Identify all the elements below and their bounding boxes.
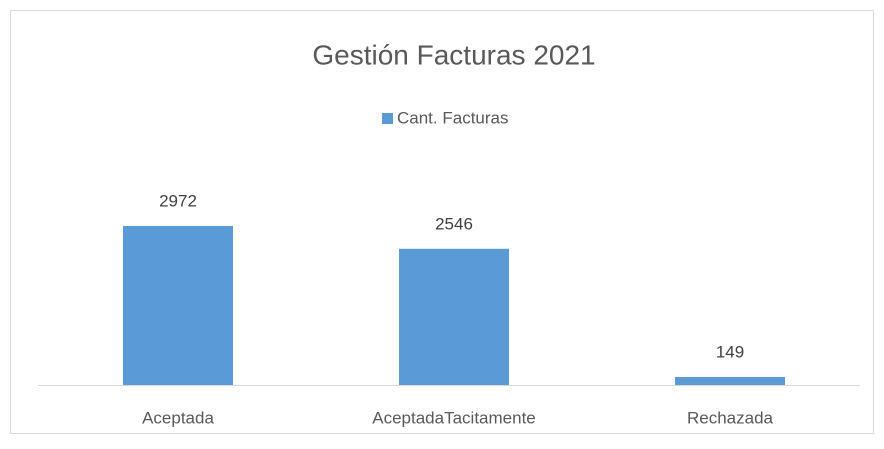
data-label: 2972 bbox=[159, 191, 197, 210]
x-tick-label: AceptadaTacitamente bbox=[372, 408, 536, 427]
legend-label: Cant. Facturas bbox=[397, 108, 509, 127]
bar bbox=[675, 377, 785, 385]
data-label: 149 bbox=[716, 343, 744, 362]
bar bbox=[399, 248, 509, 385]
x-tick-label: Rechazada bbox=[687, 408, 774, 427]
data-label: 2546 bbox=[435, 214, 473, 233]
chart-title: Gestión Facturas 2021 bbox=[312, 39, 595, 70]
bar bbox=[123, 226, 233, 385]
legend-swatch bbox=[382, 113, 393, 124]
x-tick-label: Aceptada bbox=[142, 408, 214, 427]
